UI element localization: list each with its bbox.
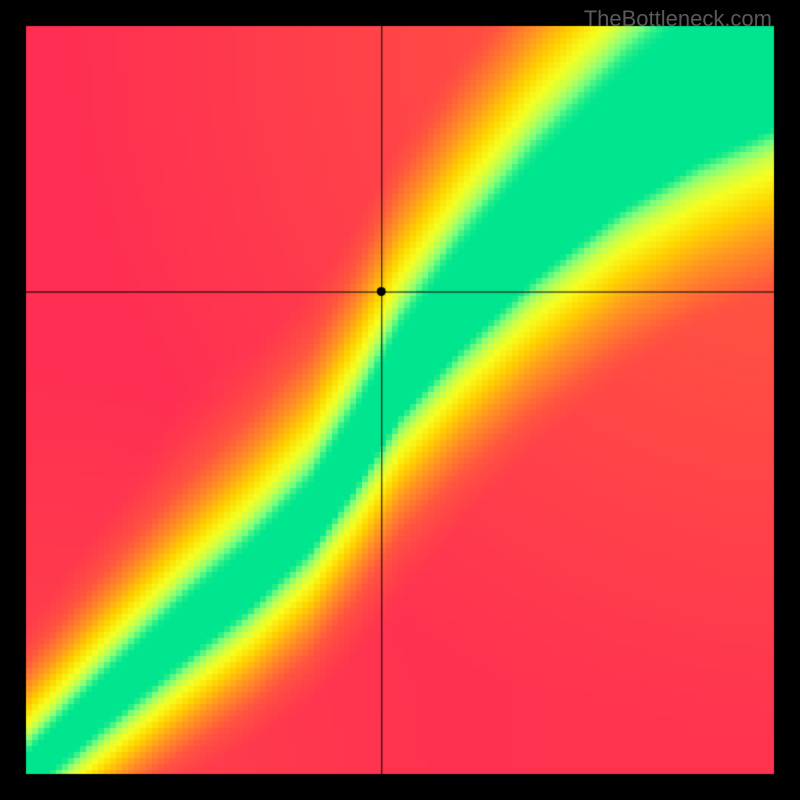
watermark-text: TheBottleneck.com (584, 6, 772, 32)
chart-container: TheBottleneck.com (0, 0, 800, 800)
bottleneck-heatmap (0, 0, 800, 800)
